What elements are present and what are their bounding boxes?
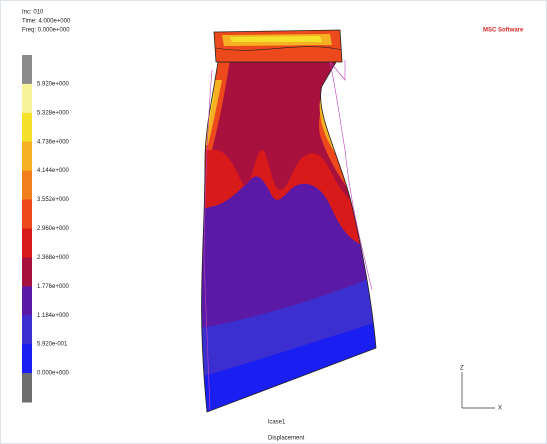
freq-label: Freq: 0.000e+000	[22, 28, 70, 34]
legend-swatch	[22, 315, 32, 344]
legend-swatch	[22, 373, 32, 402]
quantity-label: Displacement	[268, 436, 305, 442]
legend-swatch	[22, 142, 32, 171]
viewport: Inc: 010 Time: 4.000e+000 Freq: 0.000e+0…	[0, 0, 547, 444]
legend-label: 1.184e+000	[37, 313, 70, 319]
case-label: lcase1	[268, 420, 286, 426]
legend-label: 4.144e+000	[37, 168, 70, 174]
legend-label: 0.000e+000	[37, 371, 70, 377]
legend-swatch	[22, 257, 32, 286]
screenshot: Inc: 010 Time: 4.000e+000 Freq: 0.000e+0…	[0, 0, 547, 444]
legend-label: 2.368e+000	[37, 255, 70, 261]
legend-swatch	[22, 286, 32, 315]
legend-label: 3.552e+000	[37, 197, 70, 203]
legend-swatch	[22, 200, 32, 229]
inc-label: Inc: 010	[22, 10, 44, 16]
legend-swatch	[22, 113, 32, 142]
legend-label: 5.920e-001	[37, 342, 68, 348]
logo: MSC Software	[483, 28, 524, 34]
legend-swatch	[22, 84, 32, 113]
legend-swatch	[22, 171, 32, 200]
legend-label: 4.736e+000	[37, 139, 70, 145]
triad-x: X	[498, 406, 502, 412]
legend-label: 2.960e+000	[37, 226, 70, 232]
legend-swatch	[22, 55, 32, 84]
legend-label: 1.776e+000	[37, 284, 70, 290]
time-label: Time: 4.000e+000	[22, 19, 71, 25]
legend-swatch	[22, 229, 32, 258]
legend-label: 5.328e+000	[37, 110, 70, 116]
legend-label: 5.920e+000	[37, 81, 70, 87]
triad-z: Z	[460, 366, 464, 372]
legend-swatch	[22, 344, 32, 373]
